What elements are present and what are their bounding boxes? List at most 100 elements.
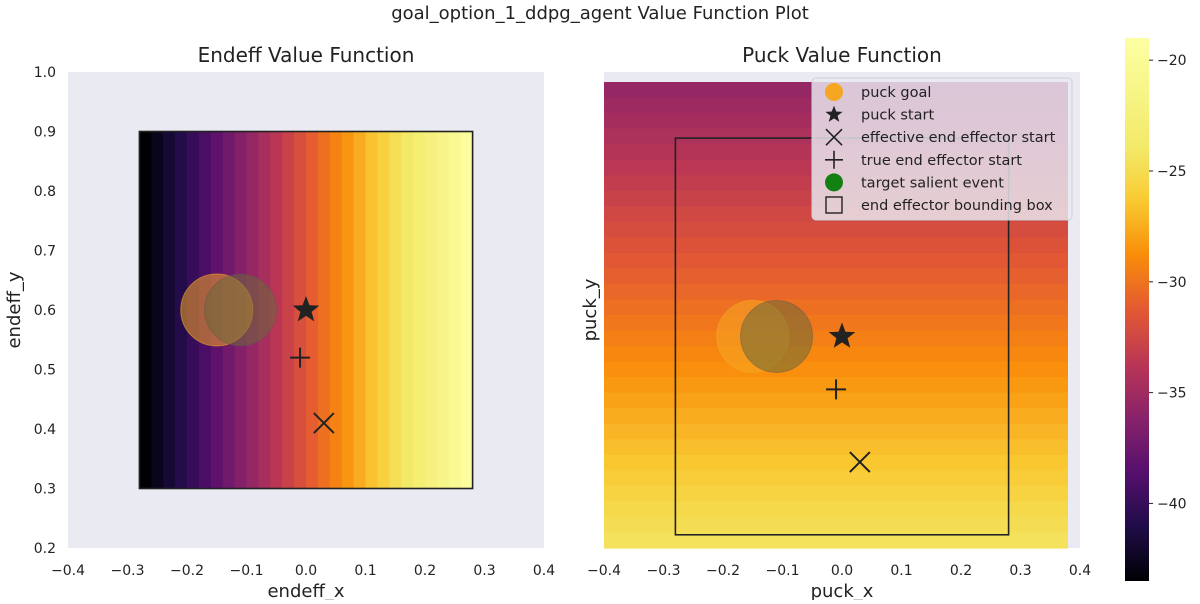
x-tick-label: 0.4: [1069, 563, 1091, 579]
heatmap-cell: [413, 131, 426, 489]
legend-label: end effector bounding box: [861, 198, 1053, 214]
legend-item: puck goal: [825, 83, 931, 101]
panel-title: Endeff Value Function: [198, 43, 415, 67]
effective-end-effector-x-icon: [849, 451, 871, 473]
x-tick-label: −0.1: [766, 563, 800, 579]
legend-item: effective end effector start: [825, 128, 1056, 146]
y-tick-label: 1.0: [34, 65, 56, 81]
x-tick-label: −0.2: [706, 563, 740, 579]
heatmap-cell: [377, 131, 390, 489]
legend-label: puck start: [861, 108, 934, 124]
endeff-panel: Endeff Value Function −0.4 −0.3 −0.2 −0.1 0.0…: [4, 43, 555, 602]
target-salient-event-marker: [204, 273, 278, 347]
heatmap-row: [604, 439, 1068, 456]
heatmap-cell: [401, 131, 414, 489]
y-tick-label: 0.5: [34, 363, 56, 379]
heatmap-row: [604, 470, 1068, 487]
legend-label: true end effector start: [861, 153, 1022, 169]
heatmap-cell: [365, 131, 378, 489]
heatmap-cell: [282, 131, 295, 489]
heatmap-row: [604, 268, 1068, 285]
heatmap-row: [604, 252, 1068, 269]
heatmap-row: [604, 454, 1068, 471]
x-tick-label: −0.2: [170, 563, 204, 579]
legend-label: effective end effector start: [861, 130, 1056, 146]
heatmap-cell: [389, 131, 402, 489]
colorbar-tick-label: −20: [1157, 53, 1187, 69]
puck-start-star-icon: [292, 296, 320, 322]
heatmap-row: [604, 392, 1068, 409]
y-tick-label: 0.9: [34, 125, 56, 141]
panel-title: Puck Value Function: [742, 43, 942, 67]
legend-box: [811, 77, 1073, 221]
heatmap: [139, 131, 474, 489]
x-tick-label: 0.2: [414, 563, 436, 579]
target-salient-event-marker: [740, 299, 814, 373]
y-tick-label: 0.6: [34, 303, 56, 319]
heatmap-row: [604, 501, 1068, 518]
heatmap-cell: [425, 131, 438, 489]
x-axis-label: endeff_x: [267, 581, 344, 600]
legend-label: puck goal: [861, 85, 931, 101]
x-tick-label: −0.4: [51, 563, 85, 579]
x-tick-label: 0.2: [950, 563, 972, 579]
heatmap-row: [604, 237, 1068, 254]
heatmap-row: [604, 485, 1068, 502]
heatmap-cell: [436, 131, 450, 489]
x-tick-label: 0.3: [1009, 563, 1031, 579]
true-end-effector-plus-icon: [826, 379, 847, 400]
y-axis-label: endeff_y: [4, 271, 25, 348]
x-tick-label: 0.4: [533, 563, 555, 579]
heatmap-row: [604, 423, 1068, 440]
heatmap-row: [604, 299, 1068, 316]
heatmap-row: [604, 315, 1068, 332]
y-tick-label: 0.8: [34, 184, 56, 200]
legend-square-icon: [825, 196, 843, 214]
heatmap-cell: [151, 131, 164, 489]
figure-suptitle: goal_option_1_ddpg_agent Value Function …: [391, 3, 809, 24]
heatmap-row: [604, 516, 1068, 534]
heatmap-row: [604, 221, 1068, 238]
x-tick-label: 0.3: [473, 563, 495, 579]
heatmap-cell: [317, 131, 331, 489]
colorbar-tick-label: −30: [1157, 275, 1187, 291]
x-tick-label: −0.4: [587, 563, 621, 579]
colorbar-tick-label: −25: [1157, 164, 1187, 180]
heatmap-cell: [163, 131, 176, 489]
legend-item: true end effector start: [825, 150, 1022, 169]
x-tick-label: 0.1: [890, 563, 912, 579]
heatmap-cell: [329, 131, 343, 489]
y-tick-label: 0.4: [34, 422, 56, 438]
y-tick-label: 0.2: [34, 541, 56, 557]
heatmap-row: [604, 532, 1068, 549]
y-tick-label: 0.7: [34, 244, 56, 260]
colorbar: −20 −25 −30 −35 −40: [1125, 38, 1187, 581]
legend-item: end effector bounding box: [825, 196, 1053, 214]
heatmap-row: [604, 408, 1068, 425]
legend: puck goal puck start effective end effecto…: [811, 77, 1073, 221]
heatmap-cell: [460, 131, 474, 489]
colorbar-tick-label: −35: [1157, 386, 1187, 402]
heatmap-cell: [448, 131, 462, 489]
x-axis-label: puck_x: [811, 581, 874, 600]
colorbar-gradient: [1125, 38, 1149, 581]
legend-x-icon: [825, 128, 843, 146]
legend-item: puck start: [825, 105, 934, 124]
heatmap-row: [604, 361, 1068, 378]
heatmap-cell: [353, 131, 367, 489]
x-tick-label: 0.0: [295, 563, 317, 579]
x-tick-label: −0.3: [647, 563, 681, 579]
effective-end-effector-x-icon: [313, 412, 335, 434]
y-axis-label: puck_y: [580, 278, 601, 341]
end-effector-bounding-box: [138, 130, 474, 490]
true-end-effector-plus-icon: [290, 347, 311, 368]
legend-label: target salient event: [861, 175, 1004, 191]
heatmap-cell: [341, 131, 355, 489]
legend-circle-icon: [825, 83, 843, 101]
x-tick-label: 0.1: [354, 563, 376, 579]
x-tick-label: −0.1: [230, 563, 264, 579]
puck-start-star-icon: [828, 322, 856, 348]
legend-item: target salient event: [825, 173, 1004, 192]
